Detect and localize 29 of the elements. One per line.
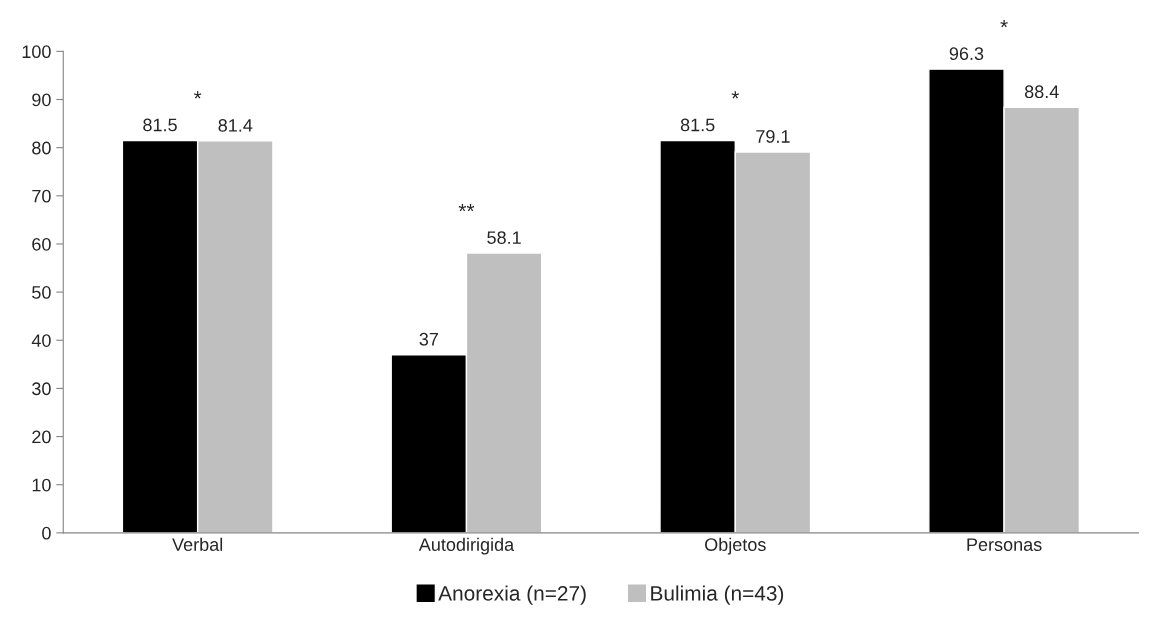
y-tick-label: 0 [42, 526, 51, 540]
data-label: 96.3 [949, 47, 984, 61]
data-label: 81.5 [143, 118, 177, 132]
data-label: 81.4 [218, 119, 253, 132]
text: * [1000, 19, 1008, 28]
y-tick-label: 60 [32, 237, 51, 251]
y-tick-label: 80 [32, 141, 51, 155]
y-tick-label: 50 [32, 286, 51, 299]
data-label: 81.5 [680, 118, 715, 132]
annotation: ** [458, 203, 475, 212]
annotation: * [731, 91, 740, 99]
x-tick-label: Verbal [172, 537, 223, 551]
data-label: 37 [419, 332, 438, 346]
x-tick-label: Objetos [705, 537, 766, 555]
data-label: 58.1 [487, 231, 521, 244]
data-label: 79.1 [756, 130, 790, 143]
y-tick-label: 30 [32, 382, 51, 396]
y-tick-label: 40 [31, 334, 51, 347]
y-tick-label: 70 [32, 189, 51, 203]
y-tick-label: 100 [22, 45, 51, 59]
annotation: * [193, 91, 202, 99]
y-tick-label: 20 [32, 430, 51, 444]
legend-label: Anorexia (n=27) [438, 585, 586, 605]
x-tick-label: Personas [967, 538, 1042, 551]
y-tick-label: 10 [32, 478, 51, 492]
y-tick-label: 90 [32, 93, 51, 107]
legend-label: Bulimia (n=43) [651, 585, 784, 605]
data-label: 88.4 [1024, 85, 1059, 99]
x-tick-label: Autodirigida [418, 537, 515, 555]
